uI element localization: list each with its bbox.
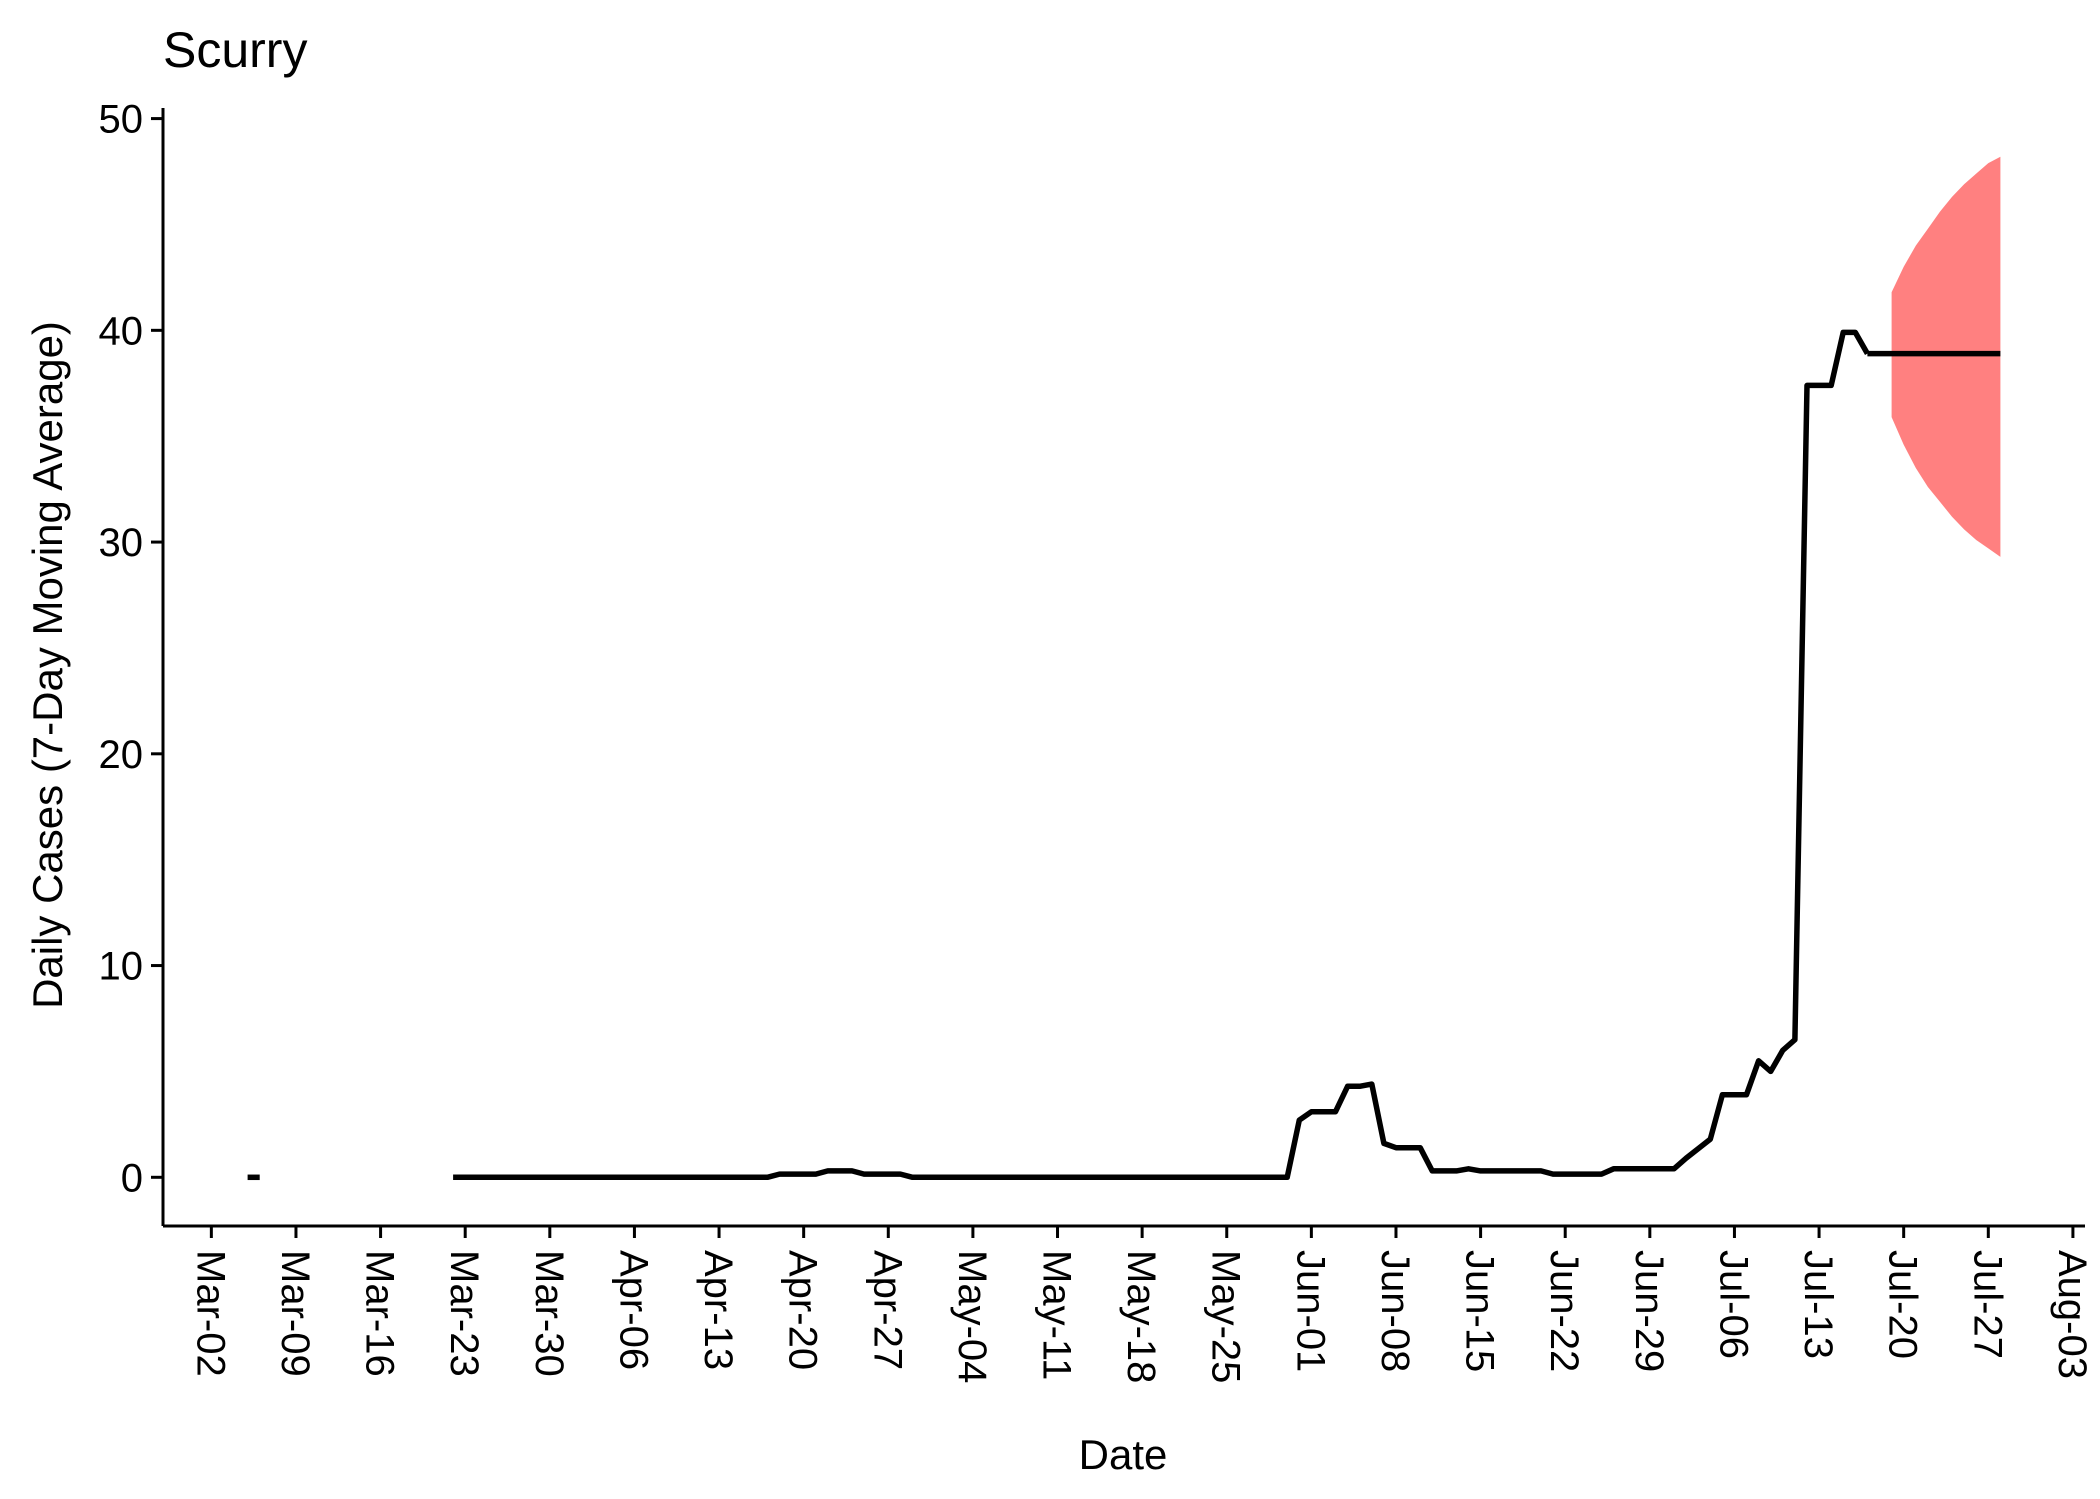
y-tick-label: 20 — [99, 733, 144, 777]
chart-title: Scurry — [163, 22, 307, 78]
x-tick-label: Jun-29 — [1627, 1250, 1671, 1372]
series-layer — [247, 329, 2001, 1181]
x-tick-label: Jun-01 — [1288, 1250, 1332, 1372]
x-tick-label: Jul-20 — [1881, 1250, 1925, 1359]
y-tick-label: 50 — [99, 98, 144, 142]
x-tick-label: Jul-13 — [1796, 1250, 1840, 1359]
y-tick-label: 30 — [99, 521, 144, 565]
x-tick-label: Apr-20 — [781, 1250, 825, 1370]
x-tick-label: Jul-27 — [1965, 1250, 2009, 1359]
x-tick-label: May-11 — [1035, 1250, 1079, 1380]
series-line-2 — [453, 329, 1870, 1181]
x-tick-label: Mar-23 — [442, 1250, 486, 1377]
x-tick-label: Apr-13 — [696, 1250, 740, 1370]
x-tick-label: Mar-16 — [358, 1250, 402, 1377]
x-tick-label: Mar-09 — [273, 1250, 317, 1377]
y-axis-ticks: 0 10 20 30 40 50 — [99, 98, 163, 1200]
x-tick-label: Jun-15 — [1458, 1250, 1502, 1372]
x-tick-label: Apr-06 — [611, 1250, 655, 1370]
x-tick-label: Aug-03 — [2050, 1250, 2094, 1379]
x-axis-title: Date — [1079, 1431, 1168, 1478]
x-tick-label: Jul-06 — [1711, 1250, 1755, 1359]
y-axis-title: Daily Cases (7-Day Moving Average) — [24, 321, 71, 1009]
x-tick-label: Mar-02 — [188, 1250, 232, 1377]
x-tick-label: Jun-22 — [1542, 1250, 1586, 1372]
x-tick-label: Jun-08 — [1373, 1250, 1417, 1372]
forecast-band-layer — [1891, 156, 2001, 557]
x-tick-label: May-25 — [1204, 1250, 1248, 1383]
x-axis-ticks: Mar-02 Mar-09 Mar-16 Mar-23 Mar-30 Apr-06 Apr-… — [188, 1226, 2094, 1383]
x-tick-label: Mar-30 — [527, 1250, 571, 1377]
x-tick-label: Apr-27 — [865, 1250, 909, 1370]
y-tick-label: 40 — [99, 309, 144, 353]
y-tick-label: 10 — [99, 945, 144, 989]
x-tick-label: May-18 — [1119, 1250, 1163, 1383]
x-tick-label: May-04 — [950, 1250, 994, 1383]
y-tick-label: 0 — [121, 1156, 143, 1200]
forecast-band — [1891, 156, 2001, 557]
